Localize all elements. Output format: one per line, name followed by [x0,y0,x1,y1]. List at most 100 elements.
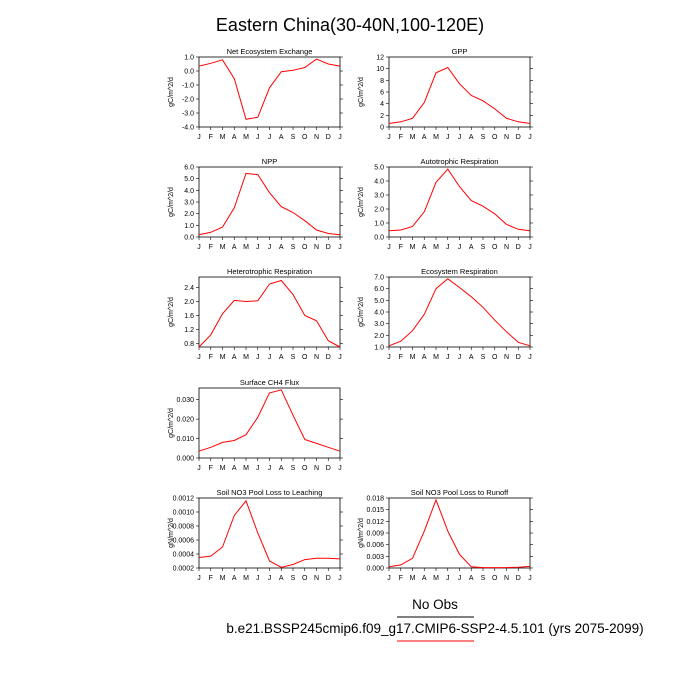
y-axis-label: gC/m^2/d [168,77,175,107]
x-tick-label: N [504,354,509,361]
series-line [198,389,341,452]
y-tick-label: 0.0012 [173,496,195,503]
y-tick-label: 0.030 [176,397,194,404]
x-tick-label: S [481,134,486,141]
y-tick-label: 6 [380,90,384,97]
y-tick-label: 0.012 [366,519,384,526]
y-axis-label: gC/m^2/d [168,408,175,438]
x-tick-label: M [433,575,439,582]
y-tick-label: 0.8 [184,341,194,348]
y-tick-label: 4.0 [374,310,384,317]
x-tick-label: J [256,244,260,251]
y-tick-label: 7.0 [374,275,384,282]
legend: No Obs b.e21.BSSP245cmip6.f09_g17.CMIP6-… [226,597,644,642]
panel-title: Heterotrophic Respiration [227,267,312,276]
plot-frame [198,497,341,569]
x-tick-label: F [399,244,403,251]
y-tick-label: 0.006 [366,542,384,549]
x-tick-label: M [410,575,416,582]
y-tick-label: -2.0 [182,97,194,104]
x-tick-label: M [243,465,249,472]
x-tick-label: J [528,575,532,582]
x-tick-label: D [326,575,331,582]
x-tick-label: J [387,244,391,251]
x-tick-label: N [504,244,509,251]
panel-title: NPP [262,157,277,166]
plot-frame [198,276,341,348]
y-tick-label: 4 [380,101,384,108]
x-tick-label: O [302,575,308,582]
y-tick-label: 0.0002 [173,566,195,573]
x-tick-label: S [291,354,296,361]
panel-title: Ecosystem Respiration [421,267,498,276]
plot-frame [198,56,341,128]
y-tick-label: 3.0 [374,321,384,328]
x-tick-label: A [232,244,237,251]
y-tick-label: 0.000 [176,456,194,463]
y-tick-label: 2.0 [374,333,384,340]
y-axis-label: gC/m^2/d [168,187,175,217]
x-tick-label: A [232,465,237,472]
x-tick-label: M [220,244,226,251]
plot-frame [388,497,531,569]
y-tick-label: 4.0 [184,188,194,195]
y-tick-label: 3.0 [374,193,384,200]
x-tick-label: F [209,354,213,361]
panel-title: Net Ecosystem Exchange [227,47,313,56]
series-line [388,278,531,347]
y-axis-label: gC/m^2/d [358,187,365,217]
panel-title: Soil NO3 Pool Loss to Leaching [217,488,323,497]
x-tick-label: J [387,575,391,582]
x-tick-label: J [387,134,391,141]
x-tick-label: M [433,354,439,361]
y-tick-label: 3.0 [184,200,194,207]
panel-title: GPP [452,47,468,56]
y-tick-label: 0.0006 [173,538,195,545]
y-tick-label: 0.0 [184,69,194,76]
x-tick-label: O [492,244,498,251]
y-tick-label: 0.0008 [173,524,195,531]
legend-model-label: b.e21.BSSP245cmip6.f09_g17.CMIP6-SSP2-4.… [226,621,643,636]
x-tick-label: D [326,354,331,361]
y-tick-label: 6.0 [374,286,384,293]
panel: Autotrophic Respiration 0.0 1.0 2.0 3.0 4.0 5.… [358,157,533,251]
y-tick-label: 0 [380,125,384,132]
panel: Heterotrophic Respiration 0.8 1.2 1.6 2.0 2.4… [168,267,343,361]
x-tick-label: F [399,354,403,361]
x-tick-label: N [314,465,319,472]
x-tick-label: N [314,244,319,251]
x-tick-label: A [279,465,284,472]
x-tick-label: F [209,575,213,582]
y-tick-label: 2.0 [374,207,384,214]
x-tick-label: N [314,134,319,141]
y-tick-label: 5.0 [184,176,194,183]
x-tick-label: A [279,134,284,141]
x-tick-label: A [469,134,474,141]
x-tick-label: F [399,575,403,582]
x-tick-label: J [268,575,272,582]
x-tick-label: M [220,354,226,361]
x-tick-label: F [209,465,213,472]
plot-frame [388,56,531,128]
figure-title: Eastern China(30-40N,100-120E) [216,15,484,35]
series-line [198,499,341,568]
x-tick-label: M [410,134,416,141]
y-tick-label: -4.0 [182,125,194,132]
panels: Net Ecosystem Exchange -4.0 -3.0 -2.0 -1.0 0.… [168,47,533,582]
x-tick-label: J [256,354,260,361]
x-tick-label: J [197,244,201,251]
y-tick-label: 4.0 [374,179,384,186]
x-tick-label: J [528,134,532,141]
x-tick-label: J [197,354,201,361]
x-tick-label: S [481,354,486,361]
y-tick-label: 0.0 [184,235,194,242]
x-tick-label: M [220,575,226,582]
y-axis-label: gC/m^2/d [358,297,365,327]
y-axis-label: gC/m^2/d [358,77,365,107]
x-tick-label: M [433,244,439,251]
x-tick-label: O [492,354,498,361]
x-tick-label: M [243,354,249,361]
x-tick-label: J [387,354,391,361]
